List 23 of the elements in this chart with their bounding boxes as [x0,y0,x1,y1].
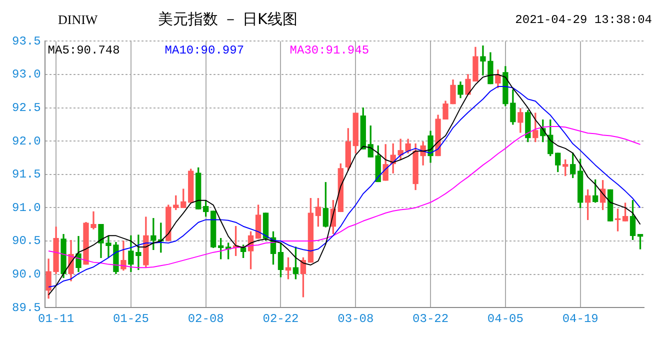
y-tick-label: 93.5 [12,34,41,48]
x-tick-label: 03-22 [412,312,449,326]
text: MA30:91.945 [290,43,370,58]
chart-subtitle: DINIW [58,12,98,28]
y-tick-label: 90.5 [12,234,41,248]
y-tick-label: 91.5 [12,168,41,182]
text: 2021-04-29 13:38:04 [515,13,652,27]
y-tick-label: 92.5 [12,100,41,115]
x-tick-label: 04-19 [562,312,598,326]
x-tick-label: 01-11 [38,312,74,326]
y-tick-label: 93.0 [12,68,41,82]
text: MA10:90.997 [164,43,244,58]
y-tick-label: 91.0 [12,200,41,215]
y-tick-label: 90.0 [12,267,41,282]
x-tick-label: 02-22 [262,312,299,326]
y-tick-label: 89.5 [12,300,41,315]
y-tick-label: 92.0 [12,134,41,148]
x-tick-label: 04-05 [487,312,524,326]
chart-title: 美元指数 － 日K线图 [158,10,298,29]
x-tick-label: 03-08 [338,312,374,326]
x-tick-label: 02-08 [188,312,224,326]
x-tick-label: 01-25 [112,312,149,326]
text: MA5:90.748 [48,43,120,58]
